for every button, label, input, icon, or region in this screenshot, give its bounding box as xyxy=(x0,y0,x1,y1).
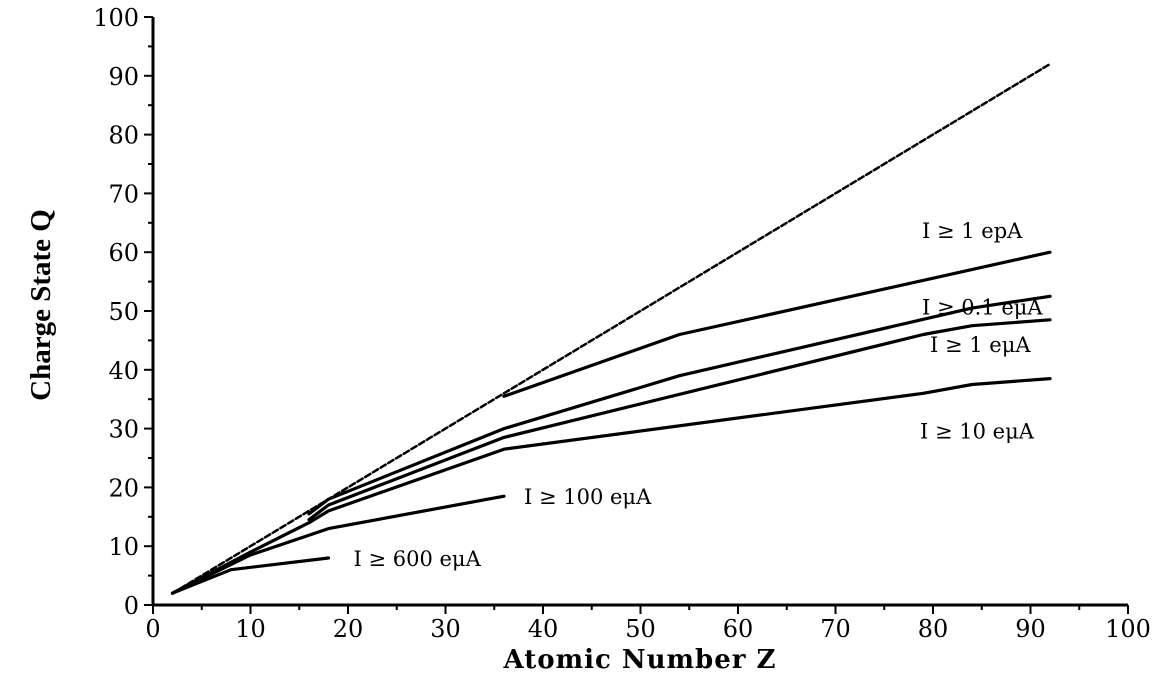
y-tick-label: 10 xyxy=(108,533,139,561)
x-axis-title: Atomic Number Z xyxy=(503,645,777,675)
y-ticks: 0 10 20 30 40 50 60 70 80 90 100 xyxy=(93,4,153,620)
series-label: I ≥ 100 eμA xyxy=(524,485,652,509)
y-tick-label: 80 xyxy=(108,122,139,150)
x-tick-label: 80 xyxy=(918,615,949,643)
x-tick-label: 40 xyxy=(528,615,559,643)
series-line xyxy=(307,318,1052,522)
y-tick-label: 90 xyxy=(108,63,139,91)
series-line xyxy=(170,494,506,595)
series-label: I ≥ 1 eμA xyxy=(930,333,1031,357)
series-label: I ≥ 0.1 eμA xyxy=(922,295,1043,319)
series-line xyxy=(502,250,1052,398)
series-lines xyxy=(170,62,1052,595)
y-tick-label: 70 xyxy=(108,180,139,208)
y-tick-label: 100 xyxy=(93,4,139,32)
y-tick-label: 50 xyxy=(108,298,139,326)
series-labels: I ≥ 1 epA I ≥ 0.1 eμA I ≥ 1 eμA I ≥ 10 eμA I… xyxy=(354,219,1044,571)
x-tick-label: 60 xyxy=(723,615,754,643)
x-ticks: 0 10 20 30 40 50 60 70 80 90 100 xyxy=(145,605,1151,643)
series-label: I ≥ 10 eμA xyxy=(920,420,1035,444)
series-label: I ≥ 600 eμA xyxy=(354,547,482,571)
reference-line-q-equals-z xyxy=(171,62,1052,595)
series-line xyxy=(170,377,1052,595)
x-tick-label: 70 xyxy=(820,615,851,643)
x-tick-label: 100 xyxy=(1105,615,1151,643)
series-label: I ≥ 1 epA xyxy=(922,219,1023,243)
y-axis-title: Charge State Q xyxy=(25,209,57,401)
x-tick-label: 0 xyxy=(145,615,160,643)
y-tick-label: 60 xyxy=(108,239,139,267)
x-tick-label: 30 xyxy=(430,615,461,643)
series-line xyxy=(307,294,1052,516)
y-tick-label: 30 xyxy=(108,416,139,444)
series-line xyxy=(170,556,331,595)
y-tick-label: 0 xyxy=(124,592,139,620)
x-tick-label: 50 xyxy=(625,615,656,643)
x-tick-label: 90 xyxy=(1015,615,1046,643)
x-tick-label: 20 xyxy=(333,615,364,643)
y-tick-label: 20 xyxy=(108,474,139,502)
x-tick-label: 10 xyxy=(235,615,266,643)
y-tick-label: 40 xyxy=(108,357,139,385)
